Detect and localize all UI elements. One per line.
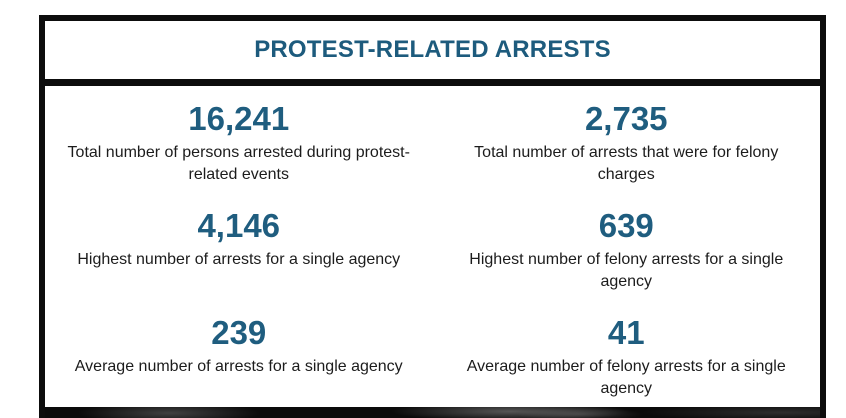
- stat-value: 4,146: [197, 207, 281, 244]
- stat-value: 639: [598, 207, 654, 244]
- card-title-bar: PROTEST-RELATED ARRESTS: [45, 21, 820, 86]
- stat-total-arrests: 16,241 Total number of persons arrested …: [45, 86, 433, 193]
- stat-label: Average number of felony arrests for a s…: [466, 358, 786, 397]
- background-photo-strip: [45, 407, 820, 418]
- stat-label: Highest number of arrests for a single a…: [77, 251, 401, 268]
- stat-value: 239: [211, 314, 267, 351]
- stat-label: Total number of arrests that were for fe…: [474, 144, 779, 183]
- protest-arrests-card: PROTEST-RELATED ARRESTS 16,241 Total num…: [39, 15, 826, 418]
- stat-label: Average number of arrests for a single a…: [74, 358, 403, 375]
- stat-value: 16,241: [188, 100, 290, 137]
- stat-total-felony-arrests: 2,735 Total number of arrests that were …: [433, 86, 821, 193]
- stat-value: 2,735: [584, 100, 668, 137]
- stats-grid: 16,241 Total number of persons arrested …: [45, 86, 820, 407]
- stat-average-agency-felony-arrests: 41 Average number of felony arrests for …: [433, 300, 821, 407]
- stat-label: Total number of persons arrested during …: [67, 144, 410, 183]
- stat-average-agency-arrests: 239 Average number of arrests for a sing…: [45, 300, 433, 407]
- stat-highest-agency-felony-arrests: 639 Highest number of felony arrests for…: [433, 193, 821, 300]
- stat-value: 41: [607, 314, 645, 351]
- stat-label: Highest number of felony arrests for a s…: [469, 251, 784, 290]
- card-title: PROTEST-RELATED ARRESTS: [254, 36, 611, 63]
- stat-highest-agency-arrests: 4,146 Highest number of arrests for a si…: [45, 193, 433, 300]
